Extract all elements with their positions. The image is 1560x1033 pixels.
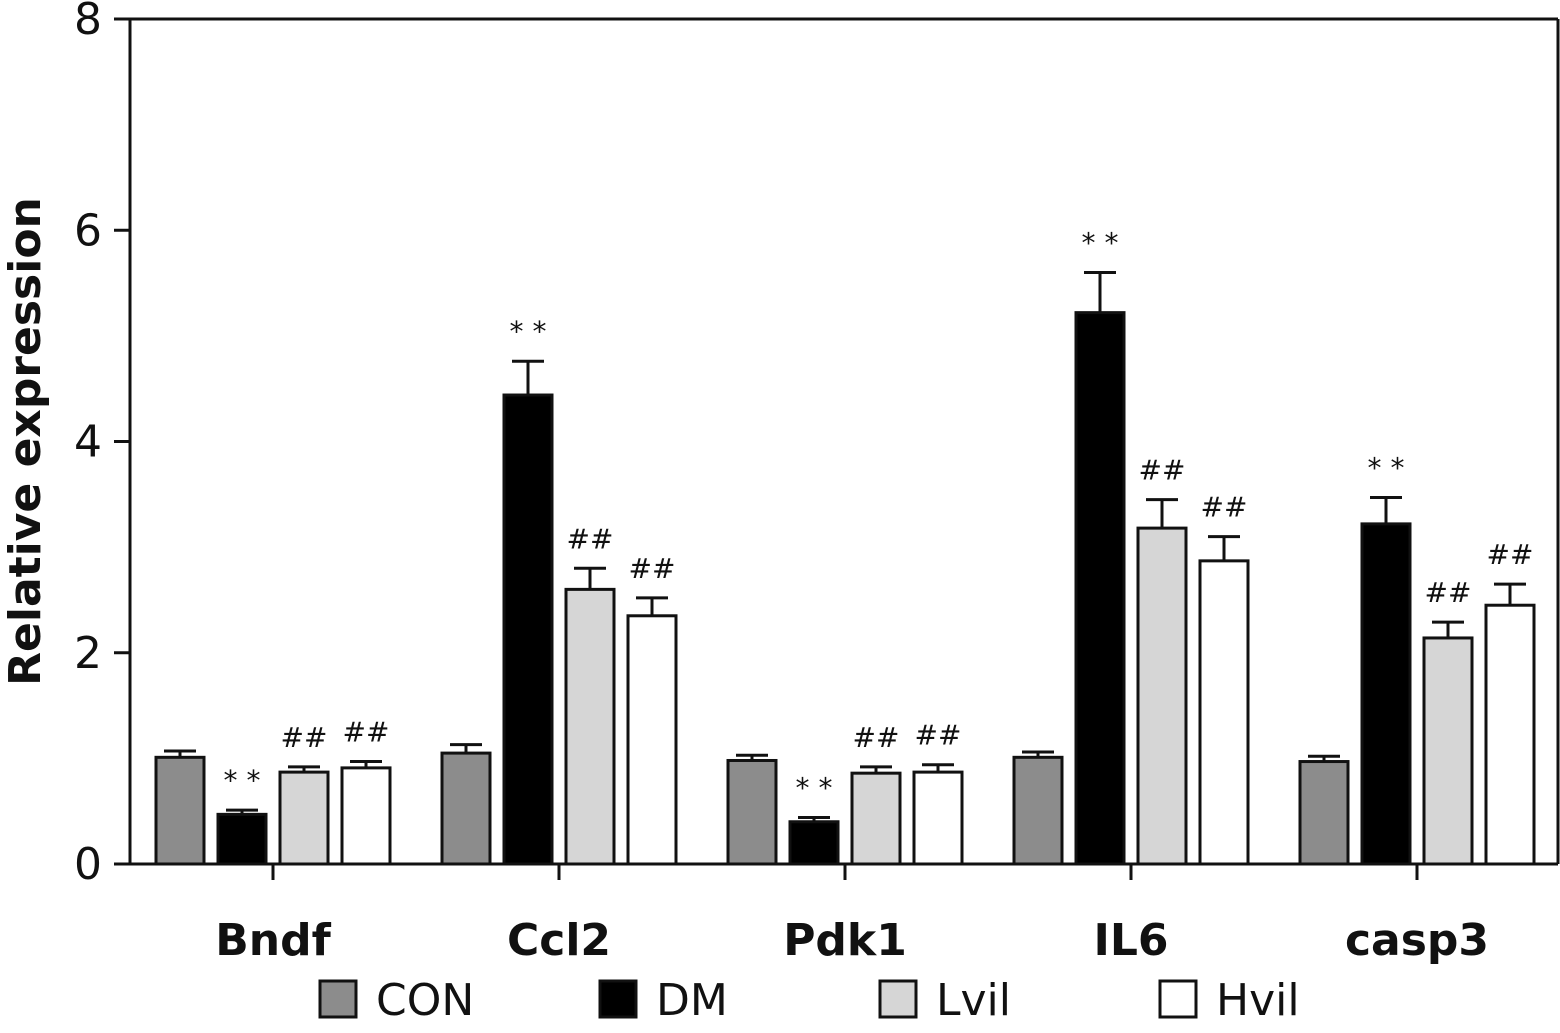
bar xyxy=(788,820,840,866)
significance-annotation: ## xyxy=(629,552,676,585)
y-tick-label: 8 xyxy=(74,0,102,45)
significance-annotation: ## xyxy=(343,716,390,749)
legend-label: Hvil xyxy=(1216,975,1300,1026)
significance-annotation: ## xyxy=(281,721,328,754)
bar xyxy=(1484,603,1536,866)
legend-swatch xyxy=(598,979,638,1019)
significance-annotation: * * xyxy=(510,315,547,348)
legend-swatch xyxy=(878,979,918,1019)
x-category-label: Pdk1 xyxy=(783,915,907,966)
bar xyxy=(216,812,268,866)
bar xyxy=(154,755,206,866)
bar xyxy=(564,587,616,866)
significance-annotation: ## xyxy=(915,719,962,752)
y-tick-label: 0 xyxy=(74,839,102,890)
bar xyxy=(1136,526,1188,866)
significance-annotation: ## xyxy=(1487,538,1534,571)
x-category-label: Ccl2 xyxy=(507,915,611,966)
bar xyxy=(1198,559,1250,866)
significance-annotation: * * xyxy=(1368,451,1405,484)
legend-label: CON xyxy=(376,975,474,1026)
bar xyxy=(850,771,902,866)
legend-label: Lvil xyxy=(936,975,1011,1026)
significance-annotation: ## xyxy=(1201,491,1248,524)
bar xyxy=(1360,522,1412,866)
bar xyxy=(278,770,330,866)
bar xyxy=(1074,311,1126,866)
x-category-label: casp3 xyxy=(1345,915,1489,966)
significance-annotation: * * xyxy=(224,764,261,797)
bar xyxy=(1422,636,1474,866)
bar xyxy=(502,393,554,866)
significance-annotation: * * xyxy=(796,772,833,805)
legend-swatch xyxy=(318,979,358,1019)
legend: CON DM Lvil Hvil xyxy=(318,975,1300,1026)
x-category-label: IL6 xyxy=(1093,915,1168,966)
bar xyxy=(340,766,392,866)
y-tick-label: 6 xyxy=(74,205,102,256)
significance-annotation: ## xyxy=(1425,576,1472,609)
bar xyxy=(626,614,678,866)
bars xyxy=(154,271,1536,866)
legend-swatch xyxy=(1158,979,1198,1019)
x-category-label: Bndf xyxy=(215,915,331,966)
bar xyxy=(440,751,492,866)
bar xyxy=(1298,760,1350,866)
bar xyxy=(1012,755,1064,866)
legend-label: DM xyxy=(656,975,728,1026)
labels: Relative expression Bndf * * ## ## Ccl2 * * ## #… xyxy=(0,197,1533,966)
significance-annotation: ## xyxy=(1139,454,1186,487)
y-axis-title: Relative expression xyxy=(0,197,51,686)
bar xyxy=(726,758,778,866)
significance-annotation: * * xyxy=(1082,227,1119,260)
y-tick-label: 4 xyxy=(74,417,102,468)
significance-annotation: ## xyxy=(853,721,900,754)
significance-annotation: ## xyxy=(567,522,614,555)
bar xyxy=(912,770,964,866)
y-tick-label: 2 xyxy=(74,628,102,679)
